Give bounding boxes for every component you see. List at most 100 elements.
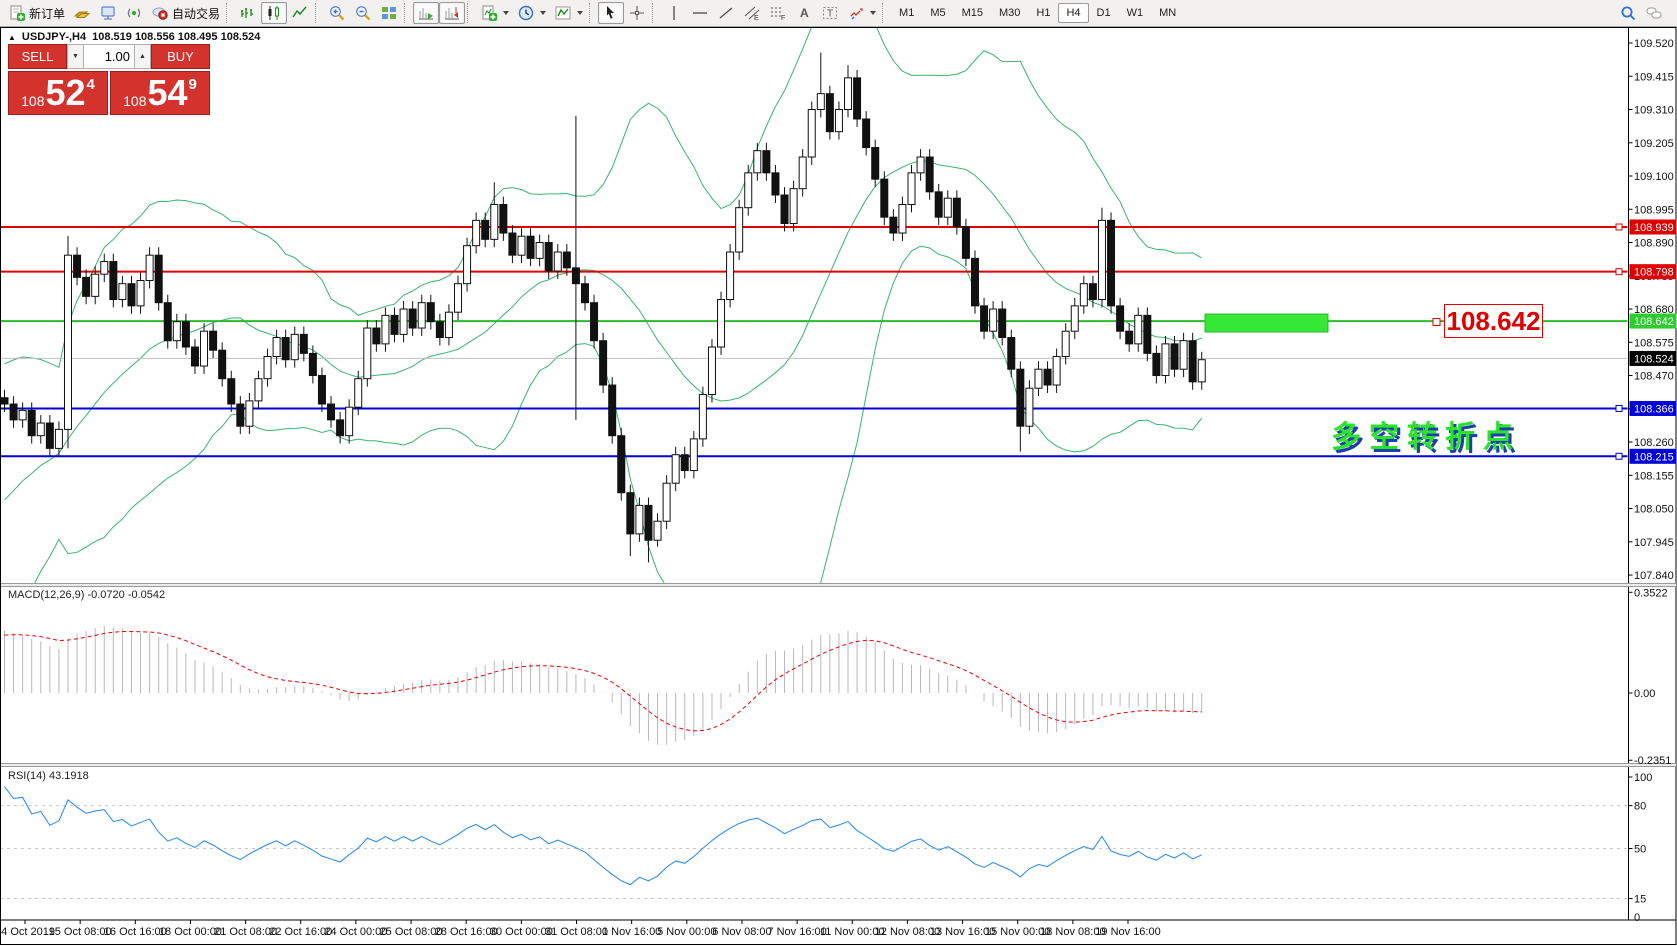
svg-text:107.840: 107.840 bbox=[1634, 570, 1674, 582]
svg-text:18 Nov 08:00: 18 Nov 08:00 bbox=[1040, 926, 1105, 938]
crosshair-button[interactable] bbox=[624, 2, 650, 24]
macd-plot[interactable] bbox=[4, 625, 1203, 745]
macd-signal-line bbox=[4, 631, 1202, 732]
timeframe-m5-button[interactable]: M5 bbox=[930, 7, 946, 19]
periods-clock-dropdown-caret[interactable] bbox=[540, 11, 547, 15]
new-chart-icon bbox=[480, 4, 498, 22]
text-button[interactable]: A bbox=[791, 2, 817, 24]
new-chart-dropdown-caret[interactable] bbox=[503, 11, 510, 15]
volume-input[interactable]: 1.00 bbox=[84, 44, 134, 69]
new-chart-button[interactable] bbox=[476, 2, 513, 24]
new-order-button[interactable]: 新订单 bbox=[4, 2, 69, 24]
svg-text:30 Oct 00:00: 30 Oct 00:00 bbox=[490, 926, 553, 938]
turning-point-annotation[interactable]: 多空转折点 bbox=[1331, 421, 1521, 454]
fibonacci-button[interactable]: F bbox=[765, 2, 791, 24]
candlestick-button[interactable] bbox=[261, 2, 288, 24]
buy-button[interactable]: BUY bbox=[151, 44, 210, 69]
timeframe-m30-button[interactable]: M30 bbox=[999, 7, 1021, 19]
collapse-triangle-icon[interactable]: ▲ bbox=[8, 32, 16, 42]
timeframe-h1-button[interactable]: H1 bbox=[1036, 7, 1051, 19]
crosshair-icon bbox=[628, 4, 646, 22]
sell-price-prefix: 108 bbox=[21, 93, 45, 109]
macd-label: MACD(12,26,9) -0.0720 -0.0542 bbox=[8, 589, 166, 601]
signals-button[interactable] bbox=[121, 2, 147, 24]
fibonacci-icon: F bbox=[769, 4, 787, 22]
svg-text:108.366: 108.366 bbox=[1634, 403, 1674, 415]
svg-text:108.155: 108.155 bbox=[1634, 470, 1674, 482]
svg-text:12 Nov 08:00: 12 Nov 08:00 bbox=[875, 926, 940, 938]
vertical-line-button[interactable] bbox=[661, 2, 687, 24]
zoom-in-button[interactable] bbox=[324, 2, 350, 24]
sell-button[interactable]: SELL bbox=[8, 44, 67, 69]
autotrading-label: 自动交易 bbox=[172, 6, 221, 21]
svg-text:108.995: 108.995 bbox=[1634, 204, 1674, 216]
one-click-top-row: SELL ▼ 1.00 ▲ BUY bbox=[8, 44, 210, 69]
trendline-icon bbox=[717, 4, 735, 22]
arrows-icon bbox=[847, 4, 865, 22]
sell-price-big: 52 bbox=[45, 72, 86, 113]
gold-bar-button[interactable] bbox=[69, 2, 95, 24]
buy-price-display[interactable]: 108 54 9 bbox=[110, 71, 210, 115]
timeframe-d1-button[interactable]: D1 bbox=[1096, 7, 1111, 19]
arrows-dropdown-caret[interactable] bbox=[870, 11, 877, 15]
svg-text:108.470: 108.470 bbox=[1634, 371, 1674, 383]
entry-zone-rectangle[interactable] bbox=[1204, 313, 1329, 333]
rsi-label: RSI(14) 43.1918 bbox=[8, 770, 89, 782]
periods-clock-icon bbox=[517, 4, 535, 22]
horizontal-line-icon bbox=[691, 4, 709, 22]
svg-text:T: T bbox=[827, 9, 833, 20]
svg-text:0.3522: 0.3522 bbox=[1634, 587, 1668, 599]
zoom-out-button[interactable] bbox=[350, 2, 376, 24]
horizontal-line-button[interactable] bbox=[687, 2, 713, 24]
timeframe-m15-button[interactable]: M15 bbox=[961, 7, 983, 19]
rsi-plot[interactable] bbox=[0, 786, 1629, 900]
price-axis-labels[interactable]: 109.520 109.415 109.310 109.205 109.100 108.9… bbox=[1628, 38, 1674, 924]
arrows-button[interactable] bbox=[843, 2, 880, 24]
bar-chart-button[interactable] bbox=[235, 2, 261, 24]
timeframe-w1-button[interactable]: W1 bbox=[1126, 7, 1144, 19]
volume-decrease-button[interactable]: ▼ bbox=[67, 44, 84, 69]
buy-price-sup: 9 bbox=[188, 76, 197, 93]
indicators-dropdown-caret[interactable] bbox=[577, 11, 584, 15]
profile-icon bbox=[99, 4, 117, 22]
auto-scroll-button[interactable] bbox=[413, 2, 440, 24]
svg-text:109.205: 109.205 bbox=[1634, 138, 1674, 150]
chart-shift-button[interactable] bbox=[439, 2, 466, 24]
timeframe-h4-button[interactable]: H4 bbox=[1058, 3, 1089, 23]
indicators-button[interactable] bbox=[550, 2, 587, 24]
line-chart-button[interactable] bbox=[287, 2, 313, 24]
sell-price-display[interactable]: 108 52 4 bbox=[8, 71, 108, 115]
svg-text:13 Nov 16:00: 13 Nov 16:00 bbox=[930, 926, 995, 938]
svg-text:-0.2351: -0.2351 bbox=[1634, 755, 1671, 767]
trendline-button[interactable] bbox=[713, 2, 739, 24]
price-callout-box[interactable]: 108.642 bbox=[1444, 304, 1543, 338]
svg-text:19 Nov 16:00: 19 Nov 16:00 bbox=[1095, 926, 1160, 938]
svg-text:108.890: 108.890 bbox=[1634, 238, 1674, 250]
channel-button[interactable]: E bbox=[739, 2, 765, 24]
svg-text:21 Oct 08:00: 21 Oct 08:00 bbox=[214, 926, 277, 938]
svg-text:109.310: 109.310 bbox=[1634, 105, 1674, 117]
svg-text:7 Nov 16:00: 7 Nov 16:00 bbox=[767, 926, 826, 938]
price-tag-108.366 bbox=[1629, 400, 1677, 416]
timeframe-mn-button[interactable]: MN bbox=[1159, 7, 1177, 19]
svg-text:16 Oct 16:00: 16 Oct 16:00 bbox=[104, 926, 167, 938]
channel-icon: E bbox=[743, 4, 761, 22]
cursor-button[interactable] bbox=[598, 2, 625, 24]
timeframe-m1-button[interactable]: M1 bbox=[899, 7, 915, 19]
periods-clock-button[interactable] bbox=[513, 2, 550, 24]
main-chart-plot[interactable] bbox=[0, 0, 1629, 639]
svg-text:100: 100 bbox=[1634, 772, 1652, 784]
volume-increase-button[interactable]: ▲ bbox=[134, 44, 151, 69]
svg-text:109.415: 109.415 bbox=[1634, 71, 1674, 83]
profile-button[interactable] bbox=[95, 2, 121, 24]
tile-windows-button[interactable] bbox=[376, 2, 402, 24]
chat-icon[interactable] bbox=[1645, 4, 1663, 22]
search-icon[interactable] bbox=[1619, 4, 1637, 22]
callout-anchor-marker[interactable] bbox=[1432, 318, 1441, 326]
text-label-button[interactable]: T bbox=[817, 2, 843, 24]
autotrading-button[interactable]: 自动交易 bbox=[147, 2, 224, 24]
bar-chart-icon bbox=[239, 4, 257, 22]
new-order-icon bbox=[8, 4, 26, 22]
